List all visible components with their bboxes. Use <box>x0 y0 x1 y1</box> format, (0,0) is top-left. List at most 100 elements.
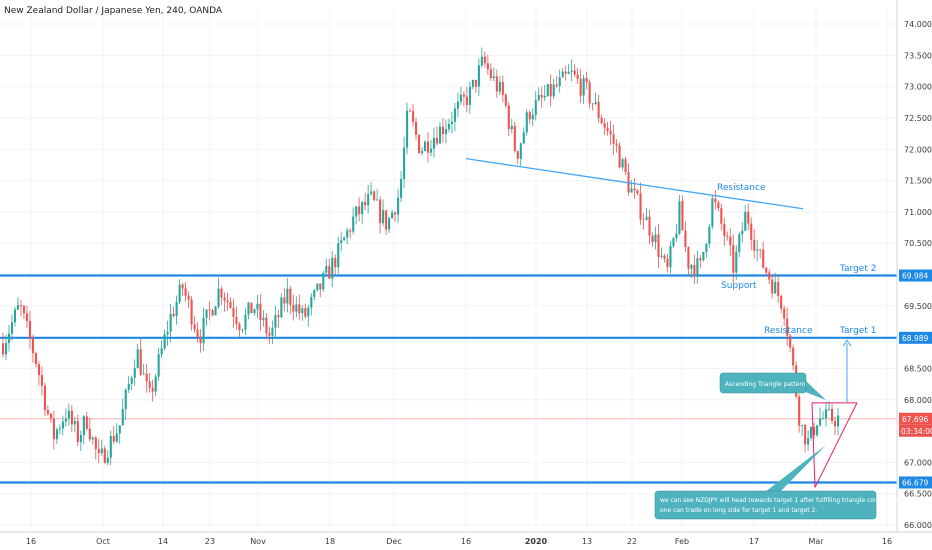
candle-body <box>462 94 465 97</box>
candle-body <box>19 305 23 307</box>
candle-body <box>804 425 807 445</box>
candle-body <box>585 78 588 83</box>
candle-body <box>555 84 558 87</box>
candle-body <box>549 84 552 97</box>
time-tick-label: 17 <box>749 537 759 546</box>
time-tick-label: Dec <box>386 537 401 546</box>
candle-body <box>406 110 409 148</box>
candle-body <box>187 295 190 300</box>
candle-body <box>798 396 801 426</box>
candle-body <box>486 63 489 70</box>
candle-body <box>205 309 208 318</box>
candle-body <box>4 342 8 355</box>
candle-body <box>561 71 564 78</box>
price-tick-label: 72.500 <box>904 114 932 123</box>
price-tags: 69.984 68.989 66.679 67.696 03:34:00 <box>899 269 932 489</box>
candle-body <box>768 272 771 280</box>
candle-body <box>657 234 660 257</box>
candle-body <box>385 210 388 230</box>
candle-body <box>456 101 460 109</box>
candle-body <box>810 427 813 438</box>
time-tick-label: 22 <box>627 537 637 546</box>
candle-body <box>109 435 112 458</box>
candle-body <box>64 418 67 422</box>
candle-body <box>564 71 567 74</box>
candle-body <box>531 114 534 120</box>
candle-body <box>438 126 442 144</box>
candle-body <box>97 448 100 454</box>
candle-body <box>423 141 427 151</box>
note-callout-line2: one can trade on long side for target 1 … <box>660 507 817 514</box>
candle-body <box>376 199 379 201</box>
price-tick-label: 71.500 <box>904 177 932 186</box>
candle-body <box>412 111 415 122</box>
candle-body <box>349 230 352 232</box>
pattern-callout-box[interactable] <box>719 372 807 394</box>
candle-body <box>507 105 510 130</box>
candle-body <box>504 94 507 106</box>
price-axis[interactable]: 74.000 73.500 73.000 72.500 72.000 71.500 71.0… <box>904 20 932 530</box>
candle-body <box>687 247 690 269</box>
candle-body <box>139 349 142 375</box>
level-tag-box <box>899 476 932 489</box>
price-tick-label: 70.500 <box>904 239 932 248</box>
candle-body <box>142 373 145 375</box>
price-tick-label: 71.000 <box>904 208 932 217</box>
candle-body <box>684 230 687 248</box>
candle-body <box>40 375 44 386</box>
candle-body <box>223 297 226 301</box>
candle-body <box>214 306 217 316</box>
candle-body <box>783 308 786 319</box>
candle-body <box>340 240 343 244</box>
candle-body <box>343 237 346 241</box>
candle-body <box>837 415 840 427</box>
candle-body <box>699 258 702 261</box>
time-tick-label: 16 <box>882 537 892 546</box>
candle-body <box>429 148 433 153</box>
candle-body <box>693 265 696 276</box>
candle-body <box>567 71 570 74</box>
candle-body <box>813 427 816 436</box>
candle-body <box>73 421 76 425</box>
candle-body <box>295 304 298 312</box>
candle-body <box>199 337 202 344</box>
countdown-tag-box <box>899 424 932 437</box>
time-tick-label: 2020 <box>525 537 548 546</box>
pattern-callout-text: Ascending Triangle pattern <box>725 381 806 388</box>
candle-body <box>367 193 370 206</box>
drawings <box>465 158 858 492</box>
candle-body <box>642 219 645 221</box>
time-axis[interactable]: 16 Oct 14 23 Nov 18 Dec 16 2020 13 22 Feb 17 Mar 16 <box>26 537 892 546</box>
candle-body <box>169 313 172 332</box>
time-tick-label: 14 <box>158 537 168 546</box>
candle-body <box>789 335 792 348</box>
candle-body <box>636 190 639 194</box>
candle-body <box>597 101 600 118</box>
candle-body <box>211 310 214 316</box>
candle-body <box>304 308 307 317</box>
candle-body <box>513 125 516 151</box>
candle-body <box>76 421 79 443</box>
candle-body <box>723 223 726 236</box>
note-callout-box[interactable] <box>654 490 877 520</box>
candle-body <box>403 147 406 179</box>
candle-body <box>600 117 603 124</box>
candle-body <box>250 302 253 314</box>
candle-body <box>145 373 148 382</box>
candle-body <box>525 112 528 133</box>
candle-body <box>522 132 525 144</box>
candle-body <box>633 188 636 191</box>
candle-body <box>208 309 211 311</box>
candle-body <box>543 95 546 98</box>
time-tick-label: 16 <box>461 537 471 546</box>
candle-body <box>37 364 41 376</box>
candle-body <box>193 324 196 330</box>
candle-body <box>579 78 582 96</box>
candle-body <box>253 309 256 314</box>
time-tick-label: 13 <box>582 537 592 546</box>
candle-body <box>307 307 310 317</box>
candle-body <box>55 429 58 440</box>
candle-body <box>558 77 561 87</box>
candle-body <box>418 134 421 154</box>
